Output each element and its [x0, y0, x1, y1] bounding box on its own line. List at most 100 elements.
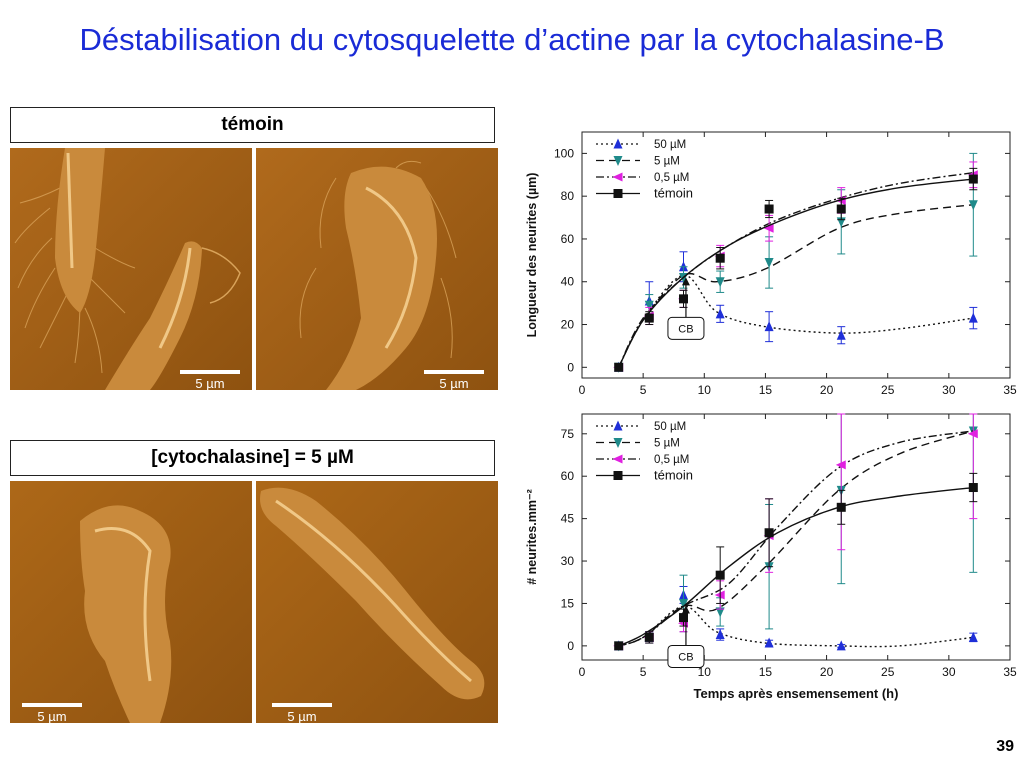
treated-label: [cytochalasine] = 5 µM	[151, 447, 354, 468]
afm-image-treated-2	[256, 481, 498, 723]
fit-curve	[618, 486, 974, 647]
legend-label: 0,5 µM	[654, 172, 689, 184]
data-point	[968, 200, 978, 211]
data-point	[613, 156, 623, 166]
afm-image-control-1	[10, 148, 252, 390]
legend-label: 50 µM	[654, 139, 686, 151]
x-tick-label: 35	[1003, 665, 1017, 679]
y-tick-label: 20	[561, 318, 575, 332]
legend-label: 50 µM	[654, 421, 686, 433]
series-50-m	[614, 585, 978, 651]
data-point	[644, 632, 654, 642]
data-point	[715, 629, 725, 640]
x-tick-label: 5	[640, 383, 647, 397]
legend-label: 5 µM	[654, 438, 680, 450]
data-point	[968, 174, 978, 184]
data-point	[715, 570, 725, 580]
control-label-box: témoin	[10, 107, 495, 143]
annotation-label: CB	[678, 651, 693, 663]
data-point	[835, 460, 846, 470]
data-point	[613, 420, 623, 431]
x-tick-label: 20	[820, 383, 834, 397]
x-tick-label: 30	[942, 383, 956, 397]
series-t-moin	[614, 472, 978, 651]
data-point	[613, 438, 623, 448]
x-tick-label: 5	[640, 665, 647, 679]
neurite-length-chart: 0 5 10 15 20 25 30 35 0 20 40 60 80 100 Longueur des n…	[525, 131, 1017, 397]
x-tick-label: 30	[942, 665, 956, 679]
x-tick-label: 10	[698, 383, 712, 397]
y-tick-label: 60	[561, 232, 575, 246]
series-5-m	[614, 413, 978, 652]
data-point	[836, 640, 846, 651]
y-tick-label: 75	[561, 427, 575, 441]
scale-bar-label: 5 µm	[287, 709, 317, 724]
plot-frame	[581, 413, 1011, 661]
legend-label: témoin	[654, 468, 693, 483]
y-tick-label: 60	[561, 469, 575, 483]
x-tick-label: 35	[1003, 383, 1017, 397]
legend-label: 5 µM	[654, 156, 680, 168]
x-tick-label: 25	[881, 665, 895, 679]
data-point	[715, 607, 725, 618]
data-point	[613, 138, 623, 149]
data-point	[764, 204, 774, 214]
data-point	[764, 321, 774, 332]
data-point	[613, 471, 623, 480]
scale-bar-label: 5 µm	[37, 709, 67, 724]
plot-frame	[581, 131, 1011, 379]
data-point	[715, 308, 725, 319]
legend: 50 µM 5 µM 0,5 µM témoin	[596, 138, 693, 201]
legend-label: témoin	[654, 186, 693, 201]
data-point	[836, 329, 846, 340]
x-tick-label: 10	[698, 665, 712, 679]
series-t-moin	[614, 167, 978, 372]
slide-title: Déstabilisation du cytosquelette d’actin…	[79, 22, 945, 57]
y-tick-label: 15	[561, 596, 575, 610]
y-tick-label: 80	[561, 189, 575, 203]
y-tick-label: 0	[567, 360, 574, 374]
data-point	[614, 641, 624, 651]
data-point	[764, 637, 774, 648]
y-tick-label: 0	[567, 639, 574, 653]
x-axis-label: Temps après ensemensement (h)	[694, 686, 899, 701]
x-tick-label: 15	[759, 383, 773, 397]
fit-curve	[618, 204, 974, 368]
annotation-box	[667, 644, 705, 668]
data-point	[836, 502, 846, 512]
x-tick-label: 0	[579, 665, 586, 679]
data-point	[715, 253, 725, 263]
x-tick-label: 15	[759, 665, 773, 679]
data-point	[967, 429, 978, 439]
scale-bar-label: 5 µm	[195, 376, 225, 391]
scale-bar-treated-2: 5 µm	[272, 703, 332, 724]
data-point	[764, 257, 774, 268]
annotation-box	[667, 316, 705, 340]
scale-bar-control-2: 5 µm	[424, 370, 484, 391]
annotation-arrowhead	[681, 277, 690, 286]
data-point	[968, 312, 978, 323]
y-axis-label: Longueur des neurites (µm)	[525, 173, 539, 338]
data-point	[678, 613, 688, 623]
data-point	[764, 528, 774, 538]
data-point	[715, 277, 725, 288]
x-tick-label: 0	[579, 383, 586, 397]
annotation-label: CB	[678, 323, 693, 335]
data-point	[644, 300, 654, 311]
data-point	[644, 313, 654, 323]
data-point	[836, 204, 846, 214]
fit-curve	[618, 605, 974, 648]
data-point	[968, 631, 978, 642]
y-tick-label: 40	[561, 275, 575, 289]
data-point	[678, 598, 688, 609]
series-50-m	[614, 251, 978, 372]
treated-label-box: [cytochalasine] = 5 µM	[10, 440, 495, 476]
scale-bar-label: 5 µm	[439, 376, 469, 391]
data-point	[968, 483, 978, 493]
data-point	[612, 172, 623, 182]
data-point	[763, 223, 774, 233]
legend-label: 0,5 µM	[654, 454, 689, 466]
page-number: 39	[996, 738, 1014, 755]
afm-image-treated-1	[10, 481, 252, 723]
scale-bar-treated-1: 5 µm	[22, 703, 82, 724]
